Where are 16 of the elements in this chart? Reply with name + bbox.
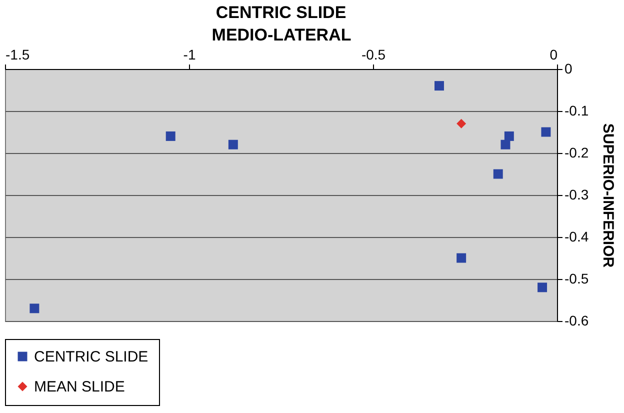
legend-label: CENTRIC SLIDE xyxy=(34,348,148,366)
x-tick-label: -1.5 xyxy=(6,46,30,62)
y-tick-label: -0.2 xyxy=(564,144,589,160)
x-axis-title: MEDIO-LATERAL xyxy=(212,26,352,44)
y-tick-label: -0.6 xyxy=(564,312,589,328)
y-tick-label: -0.5 xyxy=(564,270,589,286)
chart-title: CENTRIC SLIDE xyxy=(216,3,346,22)
y-axis-title: SUPERIO-INFERIOR xyxy=(600,123,617,268)
y-tick-label: -0.1 xyxy=(564,102,589,118)
x-tick-label: -1 xyxy=(183,46,196,62)
x-tick-label: -0.5 xyxy=(361,46,386,62)
x-tick-label: 0 xyxy=(550,46,558,62)
y-tick-label: -0.3 xyxy=(564,186,589,202)
y-tick-label: 0 xyxy=(564,60,572,76)
legend-label: MEAN SLIDE xyxy=(34,378,125,396)
y-tick-label: -0.4 xyxy=(564,228,589,244)
